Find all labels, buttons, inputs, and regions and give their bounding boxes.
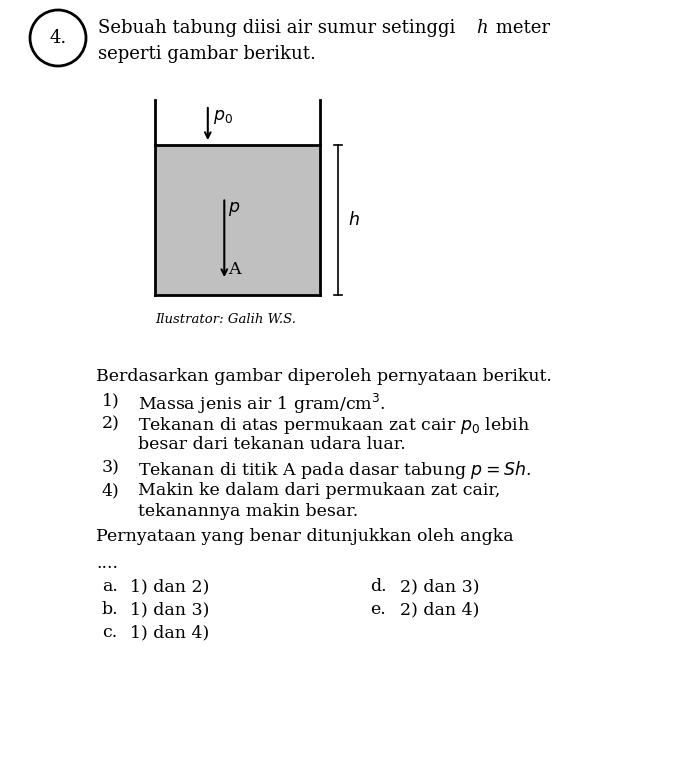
Text: $p$: $p$ bbox=[228, 199, 240, 218]
Text: Makin ke dalam dari permukaan zat cair,: Makin ke dalam dari permukaan zat cair, bbox=[138, 482, 500, 499]
Text: b.: b. bbox=[102, 601, 119, 618]
Text: $h$: $h$ bbox=[348, 211, 360, 229]
Text: 4): 4) bbox=[102, 482, 120, 499]
Text: Tekanan di atas permukaan zat cair $p_0$ lebih: Tekanan di atas permukaan zat cair $p_0$… bbox=[138, 415, 530, 436]
Text: c.: c. bbox=[102, 624, 117, 641]
Text: a.: a. bbox=[102, 578, 118, 595]
Text: tekanannya makin besar.: tekanannya makin besar. bbox=[138, 503, 358, 520]
Text: Ilustrator: Galih W.S.: Ilustrator: Galih W.S. bbox=[155, 313, 296, 326]
Bar bbox=[155, 145, 320, 295]
Text: 1) dan 3): 1) dan 3) bbox=[130, 601, 209, 618]
Text: 2) dan 3): 2) dan 3) bbox=[400, 578, 480, 595]
Text: e.: e. bbox=[370, 601, 386, 618]
Text: 3): 3) bbox=[102, 459, 120, 476]
Text: 4.: 4. bbox=[49, 29, 66, 47]
Text: seperti gambar berikut.: seperti gambar berikut. bbox=[98, 45, 316, 63]
Text: $p_0$: $p_0$ bbox=[213, 108, 233, 126]
Text: 2) dan 4): 2) dan 4) bbox=[400, 601, 480, 618]
Text: Sebuah tabung diisi air sumur setinggi: Sebuah tabung diisi air sumur setinggi bbox=[98, 19, 461, 37]
Text: 1): 1) bbox=[102, 392, 120, 409]
Text: Pernyataan yang benar ditunjukkan oleh angka: Pernyataan yang benar ditunjukkan oleh a… bbox=[96, 528, 513, 545]
Text: besar dari tekanan udara luar.: besar dari tekanan udara luar. bbox=[138, 436, 406, 453]
Text: ....: .... bbox=[96, 555, 118, 572]
Text: 1) dan 4): 1) dan 4) bbox=[130, 624, 209, 641]
Text: d.: d. bbox=[370, 578, 387, 595]
Text: 2): 2) bbox=[102, 415, 120, 432]
Text: Berdasarkan gambar diperoleh pernyataan berikut.: Berdasarkan gambar diperoleh pernyataan … bbox=[96, 368, 552, 385]
Text: Massa jenis air 1 gram/cm$^3$.: Massa jenis air 1 gram/cm$^3$. bbox=[138, 392, 386, 416]
Text: A: A bbox=[228, 261, 240, 278]
Text: h: h bbox=[476, 19, 488, 37]
Text: 1) dan 2): 1) dan 2) bbox=[130, 578, 209, 595]
Text: meter: meter bbox=[490, 19, 550, 37]
Text: Tekanan di titik A pada dasar tabung $p = Sh$.: Tekanan di titik A pada dasar tabung $p … bbox=[138, 459, 531, 481]
